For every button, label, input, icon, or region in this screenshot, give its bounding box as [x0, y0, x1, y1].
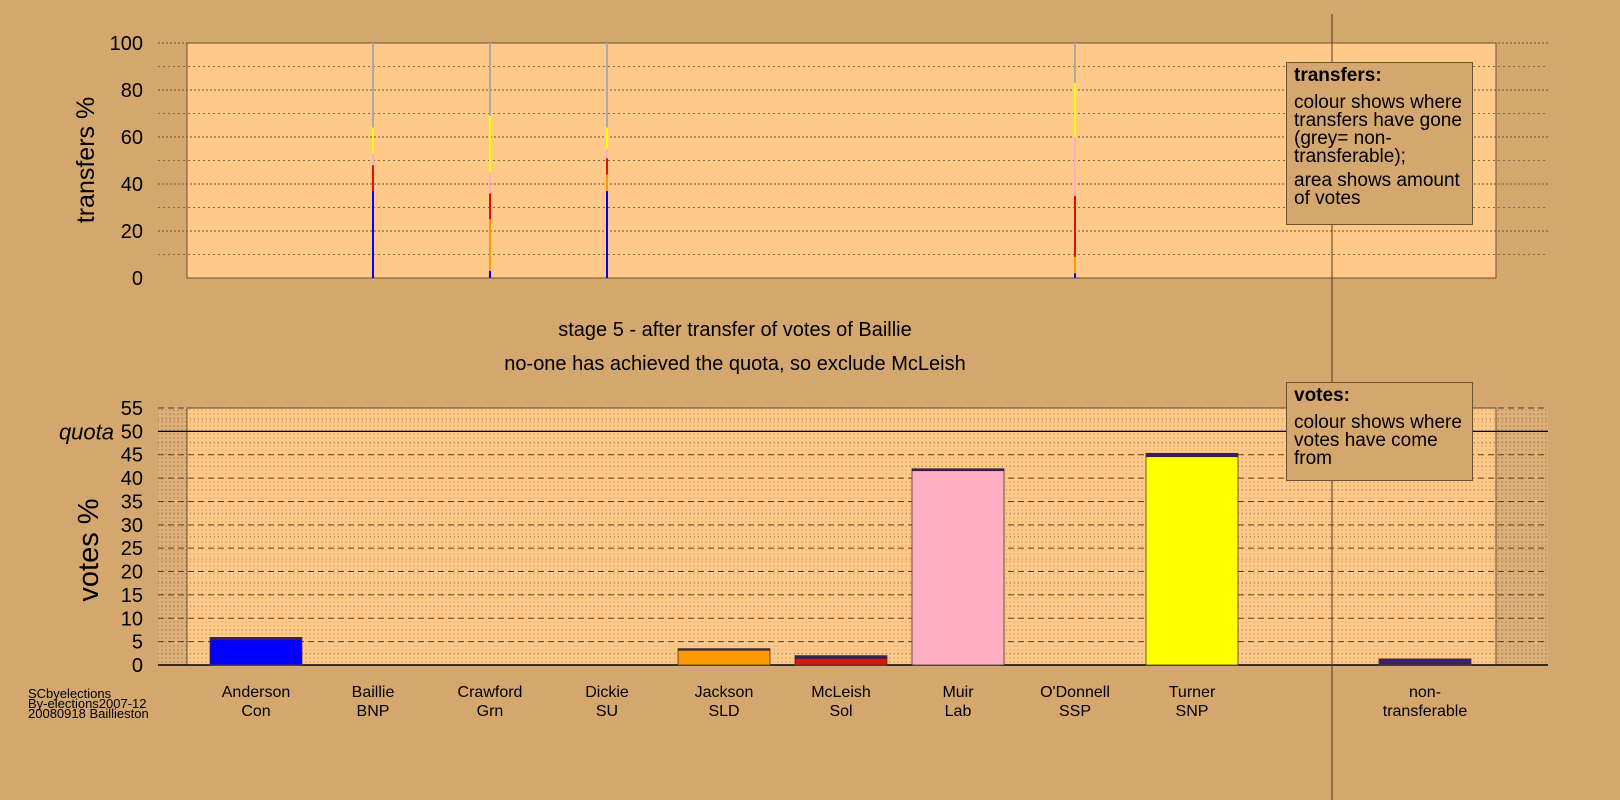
footer-line2: By-elections2007-12 — [28, 696, 147, 711]
transfer-segment-nontransferable — [372, 43, 374, 128]
candidate-name-label: Baillie — [352, 684, 395, 701]
transfer-segment-lab — [1074, 137, 1076, 196]
votes-tick-label: 0 — [132, 655, 143, 677]
transfer-segment-snp — [372, 127, 374, 154]
stage-title: stage 5 - after transfer of votes of Bai… — [558, 319, 912, 341]
stage-subtitle: no-one has achieved the quota, so exclud… — [504, 353, 965, 375]
transfers-legend: transfers: colour shows where transfers … — [1286, 62, 1473, 225]
transfer-segment-lab — [372, 153, 374, 166]
votes-legend-text: colour shows where votes have come from — [1294, 412, 1462, 469]
vote-bar — [209, 637, 303, 666]
transfer-segment-sld — [606, 174, 608, 192]
votes-legend: votes: colour shows where votes have com… — [1286, 382, 1473, 481]
transfer-segment-nontransferable — [1074, 43, 1076, 83]
votes-axis-label: votes % — [73, 498, 105, 601]
candidate-party-label: SU — [596, 703, 618, 720]
votes-tick-label: 30 — [121, 515, 143, 537]
transfer-segment-snp — [489, 115, 491, 173]
vote-bar-transfer-layer — [795, 655, 887, 659]
transfer-segment-nontransferable — [606, 43, 608, 128]
candidate-party-label: Sol — [829, 703, 852, 720]
transfer-segment-con — [1074, 273, 1076, 278]
votes-tick-label: 35 — [121, 491, 143, 513]
candidate-name-label: O'Donnell — [1040, 684, 1110, 701]
vote-bar — [911, 468, 1005, 666]
transfer-segment-sol — [606, 158, 608, 175]
votes-tick-label: 40 — [121, 468, 143, 490]
transfer-segment-sol — [489, 193, 491, 220]
vote-bar — [1378, 658, 1472, 666]
transfer-segment-lab — [606, 148, 608, 159]
votes-tick-label: 25 — [121, 538, 143, 560]
vote-bar-transfer-layer — [210, 637, 302, 641]
transfers-tick-label: 100 — [110, 33, 143, 55]
transfers-plot-area — [186, 42, 1497, 279]
transfer-segment-snp — [1074, 82, 1076, 137]
footer-line1: SCbyelections — [28, 686, 112, 701]
candidate-party-label: SSP — [1059, 703, 1091, 720]
transfer-segment-con — [606, 191, 608, 278]
transfer-segment-con — [489, 270, 491, 278]
transfers-axis-label: transfers % — [72, 97, 100, 223]
vote-bar-transfer-layer — [912, 468, 1004, 472]
transfer-segment-sol — [1074, 195, 1076, 257]
transfer-segment-snp — [606, 127, 608, 149]
transfers-tick-label: 20 — [121, 221, 143, 243]
candidate-party-label: SLD — [708, 703, 739, 720]
votes-tick-label: 5 — [132, 632, 143, 654]
vote-bar-transfer-layer — [1146, 453, 1238, 458]
quota-label: quota — [59, 419, 114, 444]
votes-tick-label: 10 — [121, 608, 143, 630]
transfers-tick-label: 80 — [121, 80, 143, 102]
candidate-name-label: Crawford — [458, 684, 523, 701]
transfer-segment-con — [372, 191, 374, 278]
transfers-panel: 0 20 40 60 80 100 transfers % — [72, 33, 1548, 290]
candidate-name-label: McLeish — [811, 684, 871, 701]
transfers-legend-text1: colour shows where transfers have gone (… — [1294, 92, 1462, 167]
votes-tick-label: 50 — [121, 421, 143, 443]
votes-tick-label: 15 — [121, 585, 143, 607]
transfers-tick-label: 40 — [121, 174, 143, 196]
candidate-party-label: Grn — [477, 703, 504, 720]
candidate-name-label: non- — [1409, 684, 1441, 701]
vote-bar — [677, 648, 771, 666]
candidate-name-label: Turner — [1169, 684, 1216, 701]
candidate-party-label: transferable — [1383, 703, 1468, 720]
transfer-segment-nontransferable — [489, 43, 491, 116]
candidate-party-label: SNP — [1176, 703, 1209, 720]
transfer-segment-sld — [489, 219, 491, 271]
transfer-segment-lab — [489, 172, 491, 194]
votes-tick-label: 55 — [121, 398, 143, 420]
transfers-tick-label: 0 — [132, 268, 143, 290]
transfers-legend-title: transfers: — [1294, 65, 1382, 86]
votes-tick-label: 45 — [121, 445, 143, 467]
candidate-party-label: BNP — [357, 703, 390, 720]
candidate-name-label: Anderson — [222, 684, 291, 701]
footer-line3: 20080918 Baillieston — [28, 706, 149, 721]
vote-bar-transfer-layer — [678, 648, 770, 651]
votes-legend-title: votes: — [1294, 385, 1350, 406]
transfers-legend-text2: area shows amount of votes — [1294, 170, 1460, 209]
votes-plot-area — [186, 407, 1497, 666]
vote-bar — [1145, 452, 1239, 666]
candidate-party-label: Con — [241, 703, 270, 720]
candidate-name-label: Jackson — [695, 684, 754, 701]
transfer-segment-sol — [372, 165, 374, 192]
votes-tick-label: 20 — [121, 562, 143, 584]
candidate-name-label: Dickie — [585, 684, 629, 701]
transfer-segment-sld — [1074, 256, 1076, 274]
candidate-name-label: Muir — [942, 684, 974, 701]
candidate-party-label: Lab — [945, 703, 972, 720]
transfers-tick-label: 60 — [121, 127, 143, 149]
